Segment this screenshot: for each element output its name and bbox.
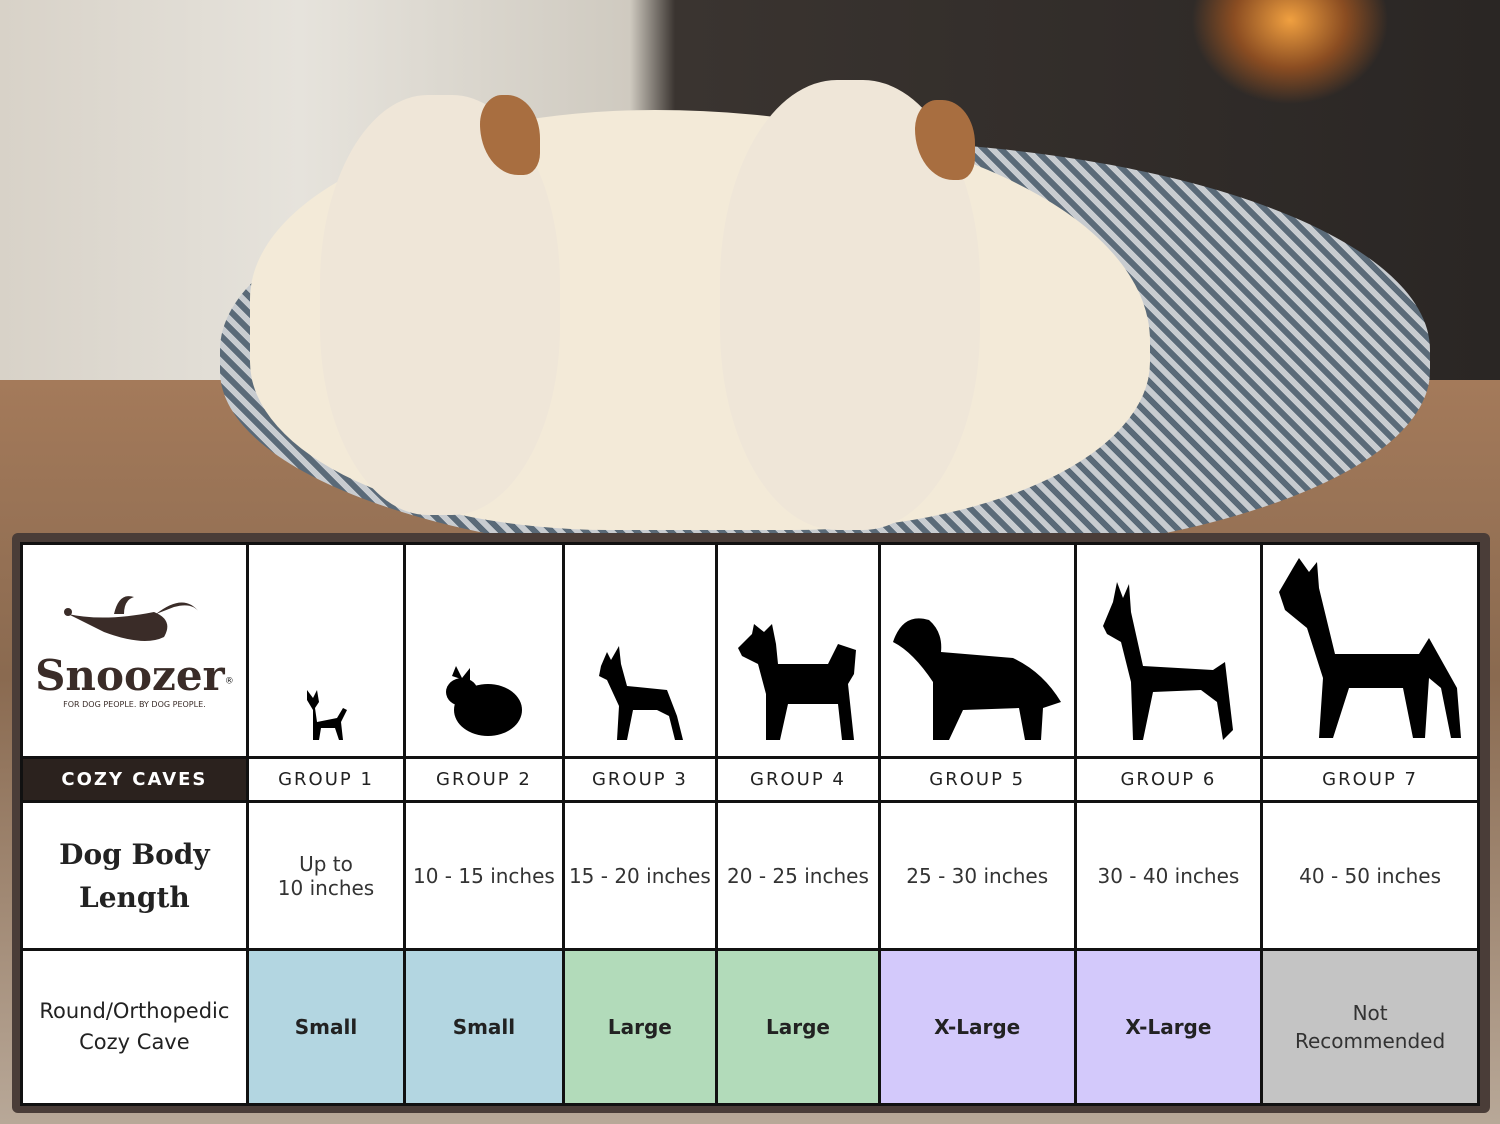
size-chart: Snoozer® FOR DOG PEOPLE. BY DOG PEOPLE. … [20,542,1480,1106]
group-3-size: Large [561,948,719,1106]
group-2-size: Small [403,948,565,1106]
group-4-size: Large [715,948,881,1106]
group-6-length: 30 - 40 inches [1073,800,1264,951]
dog-body-length-header: Dog Body Length [20,800,249,951]
group-4-length: 20 - 25 inches [715,800,881,951]
header-line: Dog Body [59,837,210,871]
snoozer-dog-logo-icon [64,596,200,641]
husky-silhouette-icon [737,624,856,740]
brand-name: Snoozer [35,651,225,700]
group-5-silhouette [877,542,1077,759]
group-5-length: 25 - 30 inches [877,800,1077,951]
group-7-size: Not Recommended [1260,948,1480,1106]
group-1-silhouette [245,542,407,759]
size-line: Not [1352,1001,1388,1025]
length-line: 10 inches [277,875,375,900]
golden-retriever-silhouette-icon [893,618,1062,740]
group-2-label: GROUP 2 [403,756,565,803]
group-5-label: GROUP 5 [877,756,1077,803]
group-7-length: 40 - 50 inches [1260,800,1480,951]
length-line: Up to [299,851,353,876]
group-1-label: GROUP 1 [245,756,407,803]
registered-mark: ® [224,676,234,687]
chihuahua-silhouette-icon [307,690,347,740]
header-line: Round/Orthopedic [39,999,230,1023]
product-line-label: COZY CAVES [20,756,249,803]
header-line: Cozy Cave [79,1030,190,1054]
product-header: Round/Orthopedic Cozy Cave [20,948,249,1106]
group-5-size: X-Large [877,948,1077,1106]
group-3-length: 15 - 20 inches [561,800,719,951]
group-4-silhouette [715,542,881,759]
pomeranian-silhouette-icon [445,666,522,736]
group-7-silhouette [1260,542,1480,759]
group-1-length: Up to 10 inches [245,800,407,951]
group-6-silhouette [1073,542,1264,759]
group-6-label: GROUP 6 [1073,756,1264,803]
boston-terrier-silhouette-icon [598,646,683,740]
group-4-label: GROUP 4 [715,756,881,803]
group-7-label: GROUP 7 [1260,756,1480,803]
great-dane-silhouette-icon [1279,558,1462,738]
group-3-label: GROUP 3 [561,756,719,803]
brand-tagline: FOR DOG PEOPLE. BY DOG PEOPLE. [63,700,206,709]
doberman-silhouette-icon [1103,582,1234,740]
group-3-silhouette [561,542,719,759]
group-2-length: 10 - 15 inches [403,800,565,951]
group-6-size: X-Large [1073,948,1264,1106]
group-2-silhouette [403,542,565,759]
header-line: Length [79,880,190,914]
size-line: Recommended [1295,1029,1446,1053]
brand-logo: Snoozer® FOR DOG PEOPLE. BY DOG PEOPLE. [20,542,249,759]
group-1-size: Small [245,948,407,1106]
